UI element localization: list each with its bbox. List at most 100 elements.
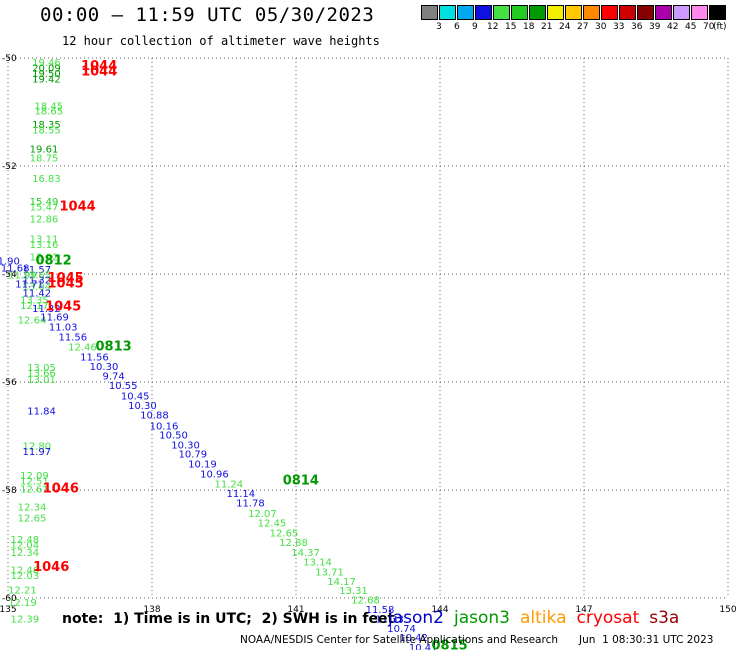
y-tick-label: -52 — [2, 162, 17, 172]
legend-swatch — [529, 5, 546, 20]
legend-swatch — [601, 5, 618, 20]
x-tick-label: 138 — [143, 605, 160, 615]
wave-height-value: 14.17 — [327, 577, 356, 588]
wave-height-value: 13.65 — [22, 270, 51, 281]
wave-height-value: 13.71 — [315, 567, 344, 578]
wave-height-value: 12.65 — [270, 528, 299, 539]
legend-swatch — [565, 5, 582, 20]
wave-height-value: 11.97 — [22, 447, 51, 458]
wave-height-value: 13.11 — [30, 235, 59, 246]
wave-height-value: 10.41 — [409, 643, 438, 650]
wave-height-value: 11.03 — [49, 323, 78, 334]
legend-swatch — [511, 5, 528, 20]
y-tick-label: -56 — [2, 378, 17, 388]
wave-height-value: 11.33 — [375, 614, 404, 625]
pass-time-label: 1046 — [43, 482, 79, 497]
wave-height-value: 11.57 — [22, 265, 51, 276]
wave-height-value: 14.37 — [291, 548, 320, 559]
wave-height-value: 11.42 — [22, 289, 51, 300]
wave-height-value: 13.04 — [22, 282, 51, 293]
legend-label: 3 — [436, 22, 442, 32]
pass-time-label: 0812 — [36, 253, 72, 268]
legend-label: 18 — [523, 22, 535, 32]
pass-time-label: 0813 — [96, 340, 132, 355]
wave-height-value: 10.96 — [200, 470, 229, 481]
wave-height-value: 10.50 — [159, 431, 188, 442]
wave-height-value: 13.35 — [20, 296, 49, 307]
wave-height-value: 13.31 — [339, 586, 368, 597]
wave-height-value: 16.83 — [32, 174, 61, 185]
pass-time-label: 1044 — [81, 59, 117, 74]
wave-height-value: 11.32 — [22, 276, 51, 287]
legend-swatch — [493, 5, 510, 20]
pass-time-label: 1045 — [48, 277, 84, 292]
wave-height-value: 13.14 — [303, 558, 332, 569]
legend-swatch — [691, 5, 708, 20]
wave-height-value: 11.58 — [366, 605, 395, 616]
legend-label: 12 — [487, 22, 499, 32]
pass-time-label: 1045 — [48, 271, 84, 286]
legend-label: 70 — [703, 22, 715, 32]
wave-height-value: 19.50 — [32, 69, 61, 80]
wave-height-value: 13.66 — [27, 369, 56, 380]
satellite-altika: altika — [520, 608, 567, 628]
satellite-legend: jason2 jason3 altika cryosat s3a — [388, 608, 689, 628]
wave-height-value: 19.61 — [30, 145, 59, 156]
wave-height-value: 20.09 — [32, 64, 61, 75]
legend-swatch — [439, 5, 456, 20]
satellite-jason2: jason2 — [388, 608, 444, 628]
wave-height-value: 18.45 — [34, 101, 63, 112]
legend-label: 42 — [667, 22, 679, 32]
wave-height-value: 12.46 — [10, 566, 39, 577]
wave-height-value: 12.68 — [351, 595, 380, 606]
legend-label: 45 — [685, 22, 697, 32]
legend-label: 24 — [559, 22, 571, 32]
chart-subtitle: 12 hour collection of altimeter wave hei… — [62, 34, 380, 48]
wave-height-value: 11.14 — [226, 489, 255, 500]
x-tick-label: 135 — [0, 605, 17, 615]
wave-height-value: 12.45 — [258, 519, 287, 530]
legend-swatch — [421, 5, 438, 20]
wave-height-value: 12.34 — [10, 548, 39, 559]
wave-height-value: 11.84 — [27, 406, 56, 417]
y-tick-label: -54 — [2, 270, 17, 280]
wave-height-value: 12.19 — [8, 598, 37, 609]
y-tick-label: -58 — [2, 486, 17, 496]
legend-swatch — [547, 5, 564, 20]
pass-time-label: 1044 — [81, 64, 117, 79]
legend-unit: (ft) — [713, 22, 727, 32]
wave-height-value: 12.46 — [68, 343, 97, 354]
wave-height-value: 12.04 — [10, 540, 39, 551]
wave-height-value: 11.78 — [236, 499, 265, 510]
x-tick-label: 144 — [431, 605, 448, 615]
legend-swatch — [637, 5, 654, 20]
wave-height-value: 12.48 — [10, 535, 39, 546]
y-tick-label: -50 — [2, 54, 17, 64]
x-tick-label: 147 — [575, 605, 592, 615]
wave-height-value: 10.79 — [178, 450, 207, 461]
wave-height-value: 12.92 — [30, 253, 59, 264]
legend-label: 9 — [472, 22, 478, 32]
satellite-cryosat: cryosat — [576, 608, 640, 628]
wave-height-value: 18.65 — [34, 107, 63, 118]
wave-height-value: 10.74 — [387, 624, 416, 635]
wave-height-value: 10.45 — [121, 391, 150, 402]
x-tick-label: 141 — [287, 605, 304, 615]
pass-time-label: 0814 — [283, 474, 319, 489]
wave-height-value: 18.35 — [32, 120, 61, 131]
legend-label: 15 — [505, 22, 517, 32]
wave-height-value: 12.65 — [18, 513, 47, 524]
legend-swatch — [709, 5, 726, 20]
satellite-jason3: jason3 — [454, 608, 510, 628]
wave-height-value: 15.49 — [30, 197, 59, 208]
wave-height-value: 12.39 — [10, 614, 39, 625]
legend-label: 33 — [613, 22, 625, 32]
wave-height-value: 15.47 — [30, 202, 59, 213]
wave-height-value: 11.69 — [40, 312, 69, 323]
wave-height-value: 13.16 — [30, 240, 59, 251]
wave-height-value: 12.51 — [20, 477, 49, 488]
wave-height-value: 12.86 — [30, 215, 59, 226]
credit-text: NOAA/NESDIS Center for Satellite Applica… — [240, 634, 558, 646]
pass-time-label: 0815 — [432, 638, 468, 650]
wave-height-value: 13.01 — [27, 375, 56, 386]
